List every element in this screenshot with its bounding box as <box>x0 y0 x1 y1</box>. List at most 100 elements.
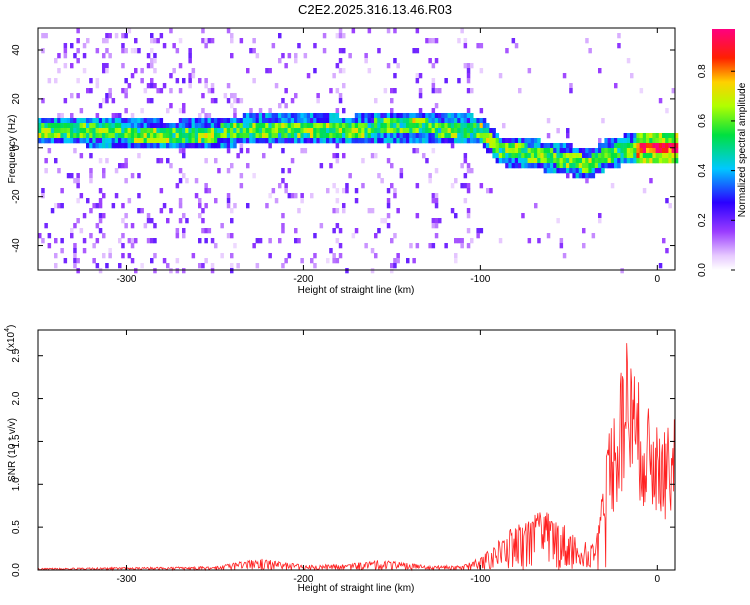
snr-panel: -300 -200 -100 0 0.00.51.01.52.02.5 Height … <box>4 325 676 594</box>
spectrogram-cell <box>534 143 538 149</box>
spectrogram-cell <box>342 208 346 214</box>
spectrogram-cell <box>460 128 464 134</box>
spectrogram-cell <box>639 153 644 159</box>
spectrogram-cell <box>527 138 532 144</box>
spectrogram-cell <box>92 118 96 124</box>
spectrogram-cell <box>441 133 445 139</box>
spectrogram-cell <box>207 123 212 129</box>
spectrogram-cell <box>47 78 52 84</box>
spectrogram-cell <box>556 128 560 134</box>
spectrogram-cell <box>431 113 436 119</box>
spectrogram-cell <box>489 188 493 194</box>
spectrogram-cell <box>502 143 506 149</box>
spectrogram-cell <box>274 118 279 124</box>
spectrogram-cell <box>492 143 496 149</box>
spectrogram-cell <box>57 123 61 129</box>
spectrogram-cell <box>239 38 244 44</box>
spectrogram-cell <box>262 128 266 134</box>
spectrogram-cell <box>185 178 189 184</box>
spectrogram-cell <box>610 153 615 159</box>
spectrogram-cell <box>418 113 423 119</box>
spectrogram-cell <box>518 163 522 169</box>
spectrogram-cell <box>201 123 205 129</box>
spectrogram-cell <box>466 133 471 139</box>
spectrogram-cell <box>226 28 231 34</box>
spectrogram-cell <box>217 143 221 149</box>
spectrogram-cell <box>329 88 333 94</box>
spectrogram-cell <box>415 118 420 124</box>
spectrogram-cell <box>178 133 183 139</box>
spectrogram-cell <box>57 133 61 139</box>
spectrogram-cell <box>169 123 173 129</box>
spectrogram-cell <box>79 153 84 159</box>
spectrogram-cell <box>73 138 77 144</box>
spectrogram-cell <box>351 28 356 34</box>
spectrogram-cell <box>236 98 240 104</box>
spectrogram-cell <box>70 228 74 234</box>
spectrogram-cell <box>290 113 295 119</box>
spectrogram-cell <box>207 118 212 124</box>
spectrogram-cell <box>668 153 672 159</box>
spectrogram-cell <box>434 113 439 119</box>
spectrogram-cell <box>162 128 167 134</box>
spectrogram-cell <box>73 243 77 249</box>
spectrogram-cell <box>473 133 477 139</box>
spectrogram-cell <box>466 128 471 134</box>
spectrogram-cell <box>98 133 103 139</box>
spectrogram-cell <box>294 93 298 99</box>
spectrogram-cell <box>425 133 429 139</box>
spectrogram-cell <box>470 118 474 124</box>
spectrogram-cell <box>108 93 112 99</box>
spectrogram-cell <box>326 113 330 119</box>
spectrogram-cell <box>297 123 301 129</box>
spectrogram-cell <box>214 133 218 139</box>
spectrogram-cell <box>415 133 420 139</box>
spectrogram-cell <box>255 128 260 134</box>
spectrogram-cell <box>130 113 135 119</box>
spectrogram-cell <box>230 53 234 59</box>
spectrogram-cell <box>569 163 573 169</box>
spectrogram-cell <box>572 173 576 179</box>
spectrogram-cell <box>102 123 106 129</box>
spectrogram-cell <box>495 148 500 154</box>
spectrogram-cell <box>265 123 269 129</box>
spectrogram-cell <box>313 113 317 119</box>
spectrogram-cell <box>287 53 292 59</box>
spectrogram-cell <box>300 198 304 204</box>
spectrogram-cell <box>636 148 640 154</box>
spectrogram-cell <box>198 143 202 149</box>
spectrogram-cell <box>335 208 340 214</box>
spectrogram-cell <box>367 68 372 74</box>
spectrogram-cell <box>178 143 183 149</box>
spectrogram-cell <box>540 153 544 159</box>
spectrogram-cell <box>492 148 496 154</box>
spectrogram-cell <box>479 123 484 129</box>
spectrogram-cell <box>601 148 605 154</box>
spectrogram-cell <box>591 158 596 164</box>
spectrogram-cell <box>194 128 199 134</box>
spectrogram-cell <box>220 138 224 144</box>
spectrogram-cell <box>134 123 138 129</box>
spectrogram-cell <box>377 228 381 234</box>
spectrogram-cell <box>630 148 634 154</box>
spectrogram-cell <box>156 123 160 129</box>
spectrogram-cell <box>210 268 215 274</box>
spectrogram-cell <box>665 248 669 254</box>
spectrogram-cell <box>498 143 503 149</box>
spectrogram-cell <box>556 153 560 159</box>
spectrogram-cell <box>342 108 346 114</box>
spectrogram-cell <box>89 88 93 94</box>
spectrogram-cell <box>249 48 253 54</box>
spectrogram-cell <box>182 213 186 219</box>
spectrogram-cell <box>566 163 570 169</box>
spectrogram-cell <box>172 143 176 149</box>
spectrogram-cell <box>284 113 288 119</box>
spectrogram-cell <box>134 238 138 244</box>
spectrogram-cell <box>422 128 426 134</box>
spectrogram-cell <box>210 133 215 139</box>
spectrogram-cell <box>466 88 471 94</box>
spectrogram-cell <box>246 203 250 209</box>
spectrogram-cell <box>156 38 160 44</box>
spectrogram-cell <box>108 33 112 39</box>
spectrogram-cell <box>73 148 77 154</box>
